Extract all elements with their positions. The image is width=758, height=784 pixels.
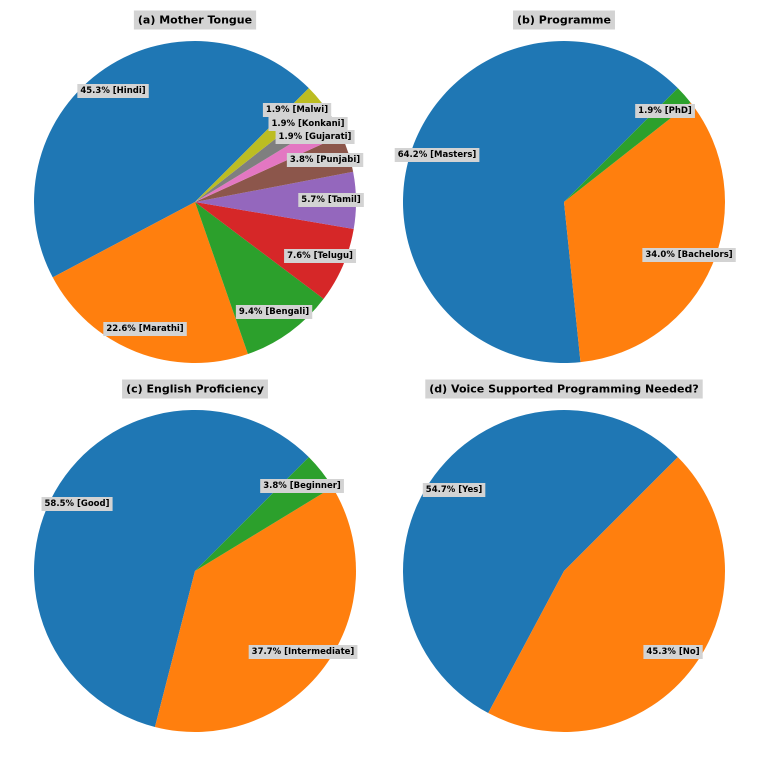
pie-slice-hindi	[33, 40, 309, 278]
slice-label-text: 1.9% [Konkani]	[272, 119, 345, 129]
slice-label: 5.7% [Tamil]	[298, 193, 364, 207]
slice-label-text-box	[77, 84, 149, 98]
slice-label-text-box	[41, 497, 113, 511]
slice-label-text-box	[642, 248, 736, 262]
pie-slice-bachelors	[564, 102, 726, 363]
slice-label-text-box	[286, 153, 364, 167]
slice-label-text: 3.8% [Punjabi]	[290, 155, 360, 165]
pie-1: 64.2% [Masters] 34.0% [Bachelors] 1.9% [Ph…	[394, 10, 736, 364]
slice-label-text: 22.6% [Marathi]	[106, 324, 183, 334]
slice-label-text: 7.6% [Telugu]	[287, 251, 353, 261]
slice-label-text: 58.5% [Good]	[45, 499, 110, 509]
slice-label-text: 64.2% [Masters]	[398, 150, 477, 160]
slice-label: 58.5% [Good]	[41, 497, 113, 511]
chart-title-text: (d) Voice Supported Programming Needed?	[429, 383, 698, 396]
pie-slice-punjabi	[195, 135, 354, 202]
slice-label-text: 1.9% [Malwi]	[266, 105, 328, 115]
slice-label-text-box	[643, 645, 703, 659]
slice-label: 7.6% [Telugu]	[284, 249, 357, 263]
slice-label-text: 1.9% [Gujarati]	[279, 132, 352, 142]
pie-slice-masters	[402, 41, 678, 364]
slice-label: 54.7% [Yes]	[422, 483, 486, 497]
slice-label-text-box	[635, 104, 695, 118]
slice-label-text-box	[394, 148, 480, 162]
slice-label-text-box	[235, 305, 313, 319]
slice-label: 3.8% [Beginner]	[260, 479, 344, 493]
pie-slice-good	[33, 410, 309, 727]
chart-title: (b) Programme	[513, 10, 615, 30]
chart-title-text: (b) Programme	[517, 14, 611, 27]
pie-0: 45.3% [Hindi] 22.6% [Marathi] 9.4% [Bengal…	[33, 10, 364, 363]
slice-label-text-box	[262, 103, 332, 117]
slice-label-text: 45.3% [Hindi]	[80, 86, 145, 96]
slice-label: 3.8% [Punjabi]	[286, 153, 364, 167]
chart-title-text-box	[122, 379, 268, 399]
slice-label: 45.3% [Hindi]	[77, 84, 149, 98]
slice-label-text-box	[298, 193, 364, 207]
slice-label: 45.3% [No]	[643, 645, 703, 659]
slice-label-text: 34.0% [Bachelors]	[645, 250, 732, 260]
chart-title: (c) English Proficiency	[122, 379, 268, 399]
slice-label-text-box	[422, 483, 486, 497]
slice-label: 64.2% [Masters]	[394, 148, 480, 162]
slice-label: 1.9% [PhD]	[635, 104, 695, 118]
slice-label: 37.7% [Intermediate]	[248, 645, 358, 659]
slice-label-text-box	[268, 117, 348, 131]
slice-label: 1.9% [Gujarati]	[275, 130, 355, 144]
chart-title: (d) Voice Supported Programming Needed?	[425, 379, 703, 399]
pie-2: 58.5% [Good] 37.7% [Intermediate] 3.8% [Be…	[33, 379, 358, 733]
chart-title-text: (c) English Proficiency	[126, 383, 264, 396]
chart-title-text-box	[133, 10, 257, 30]
slice-label: 9.4% [Bengali]	[235, 305, 313, 319]
chart-title: (a) Mother Tongue	[133, 10, 257, 30]
slice-label-text-box	[103, 322, 187, 336]
slice-label: 1.9% [Malwi]	[262, 103, 332, 117]
slice-label: 22.6% [Marathi]	[103, 322, 187, 336]
pie-slice-marathi	[52, 202, 248, 363]
chart-title-text-box	[513, 10, 615, 30]
slice-label: 34.0% [Bachelors]	[642, 248, 736, 262]
slice-label: 1.9% [Konkani]	[268, 117, 348, 131]
slice-label-text: 1.9% [PhD]	[638, 106, 692, 116]
pie-slice-intermediate	[154, 487, 357, 733]
slice-label-text: 5.7% [Tamil]	[301, 195, 361, 205]
slice-label-text: 9.4% [Bengali]	[239, 307, 309, 317]
slice-label-text: 3.8% [Beginner]	[263, 481, 341, 491]
pie-slice-telugu	[195, 202, 354, 299]
slice-label-text-box	[275, 130, 355, 144]
pie-slice-tamil	[195, 171, 356, 230]
slice-label-text: 37.7% [Intermediate]	[252, 647, 355, 657]
chart-title-text: (a) Mother Tongue	[138, 14, 252, 27]
slice-label-text-box	[260, 479, 344, 493]
pie-3: 54.7% [Yes] 45.3% [No] (d) Voice Supported…	[402, 379, 725, 732]
pie-slice-no	[488, 457, 725, 732]
slice-label-text: 45.3% [No]	[646, 647, 699, 657]
slice-label-text: 54.7% [Yes]	[426, 485, 483, 495]
slice-label-text-box	[248, 645, 358, 659]
chart-title-text-box	[425, 379, 703, 399]
slice-label-text-box	[284, 249, 357, 263]
